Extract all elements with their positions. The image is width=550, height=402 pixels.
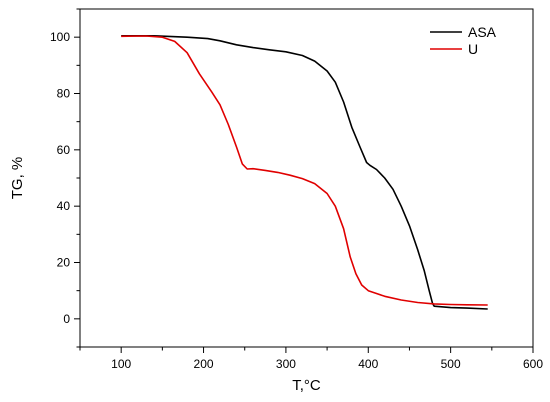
y-tick-label: 0	[63, 312, 70, 326]
legend: ASA U	[430, 24, 497, 57]
ticks-layer: 100 200 300 400 500 600 0 20 40 60 80 100	[50, 8, 543, 371]
series-line-asa	[121, 35, 488, 310]
y-tick-label: 40	[57, 199, 71, 213]
x-tick-label: 600	[523, 357, 543, 371]
x-tick-label: 500	[441, 357, 461, 371]
x-tick-label: 200	[194, 357, 214, 371]
plot-frame	[79, 8, 534, 348]
series-layer	[121, 35, 488, 310]
series-line-u	[121, 35, 488, 306]
x-tick-label: 300	[276, 357, 296, 371]
y-tick-label: 80	[57, 87, 71, 101]
y-tick-label: 100	[50, 30, 70, 44]
x-tick-label: 100	[111, 357, 131, 371]
y-axis-label: TG, %	[9, 157, 26, 200]
legend-label-asa: ASA	[468, 24, 497, 40]
y-tick-label: 60	[57, 143, 71, 157]
x-axis-label: T,°C	[292, 377, 321, 394]
y-tick-label: 20	[57, 256, 71, 270]
x-tick-label: 400	[358, 357, 378, 371]
legend-label-u: U	[468, 41, 478, 57]
